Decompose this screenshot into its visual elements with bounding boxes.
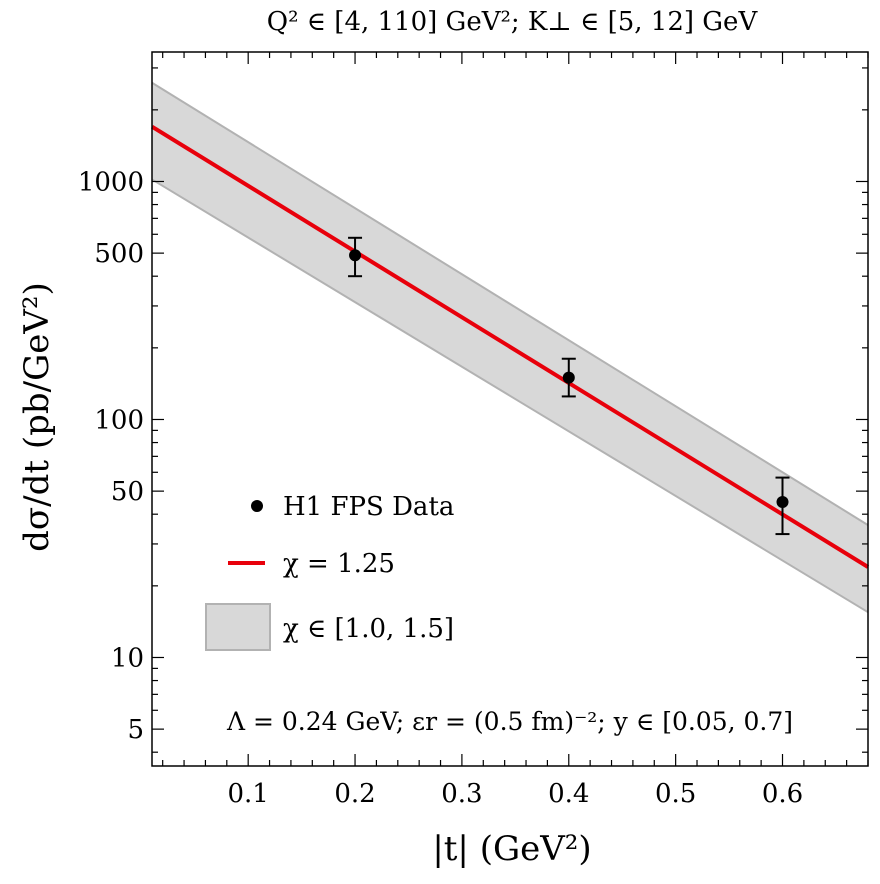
- x-tick-label: 0.2: [334, 779, 375, 809]
- axes-layer: 0.1 0.2 0.3 0.4 0.5 0.6 5 10 50 100 500 1000: [78, 51, 869, 809]
- parameter-annotation: Λ = 0.24 GeV; εr = (0.5 fm)⁻²; y ∈ [0.05…: [226, 707, 793, 736]
- data-point: [562, 371, 575, 384]
- chart-title: Q² ∈ [4, 110] GeV²; K⊥ ∈ [5, 12] GeV: [267, 7, 759, 37]
- data-layer: [348, 236, 790, 536]
- data-point: [776, 496, 789, 509]
- y-tick-label: 10: [111, 643, 144, 673]
- legend-data-marker: [251, 500, 263, 512]
- legend-label-band: χ ∈ [1.0, 1.5]: [283, 614, 454, 644]
- legend-label-line: χ = 1.25: [283, 549, 395, 579]
- legend-band-swatch: [205, 603, 271, 651]
- y-tick-label: 100: [94, 405, 144, 435]
- y-tick-label: 50: [111, 477, 144, 507]
- y-tick-label: 5: [127, 715, 144, 745]
- legend-label-data: H1 FPS Data: [283, 492, 454, 522]
- y-tick-label: 1000: [78, 167, 144, 197]
- x-tick-label: 0.1: [227, 779, 268, 809]
- central-curve: [150, 124, 870, 569]
- data-point: [349, 249, 362, 262]
- band-lower-edge: [151, 178, 869, 614]
- line-layer: [150, 124, 870, 569]
- x-tick-label: 0.5: [655, 779, 696, 809]
- x-axis-label: |t| (GeV²): [432, 829, 591, 869]
- x-tick-label: 0.6: [762, 779, 803, 809]
- plot-frame: [151, 51, 869, 767]
- x-tick-label: 0.4: [548, 779, 589, 809]
- y-axis-label: dσ/dt (pb/GeV²): [17, 282, 57, 552]
- band-upper-edge: [151, 81, 869, 526]
- legend: H1 FPS Data χ = 1.25 χ ∈ [1.0, 1.5]: [205, 492, 454, 651]
- x-tick-label: 0.3: [441, 779, 482, 809]
- y-tick-label: 500: [94, 239, 144, 269]
